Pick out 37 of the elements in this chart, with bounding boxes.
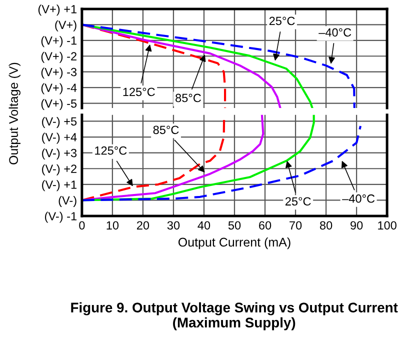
- annotation: 125°C: [95, 146, 127, 155]
- annotation: 125°C: [123, 88, 155, 96]
- y-tick-label: (V+) +1: [38, 4, 76, 16]
- x-axis-title: Output Current (mA): [178, 237, 290, 250]
- annotation: 85°C: [153, 126, 179, 134]
- y-tick-label: (V-) +2: [42, 164, 76, 176]
- annotation: 25°C: [286, 197, 311, 206]
- y-tick-label: (V+) -4: [41, 83, 77, 94]
- x-tick-label: 70: [290, 221, 302, 230]
- x-tick-label: 90: [350, 221, 363, 230]
- text: Figure 9. Output Voltage Swing vs Output Current (Maximum Supply): [71, 302, 398, 330]
- x-tick-label: 100: [378, 221, 396, 230]
- annotation: 25°C: [269, 16, 295, 26]
- y-tick-label: (V+) -2: [41, 52, 76, 63]
- y-tick-label: (V-) +3: [42, 148, 77, 160]
- y-tick-label: (V+) -1: [41, 36, 76, 48]
- y-tick-label: (V+): [55, 20, 76, 32]
- x-tick-label: 80: [320, 221, 332, 230]
- x-tick-label: 60: [259, 221, 272, 230]
- y-tick-label: (V-) -1: [45, 212, 76, 223]
- y-axis-title: Output Voltage (V): [8, 62, 20, 164]
- x-tick-label: 20: [136, 221, 150, 230]
- y-tick-label: (V+) -5: [41, 99, 77, 110]
- x-tick-label: 50: [228, 221, 241, 230]
- x-tick-label: 40: [198, 221, 210, 230]
- annotation: –40°C: [318, 28, 352, 37]
- annotation: –40°C: [342, 194, 375, 203]
- x-tick-label: 30: [167, 221, 180, 230]
- y-tick-label: (V+) -3: [41, 68, 77, 79]
- y-tick-label: (V-) +5: [42, 116, 77, 128]
- y-tick-label: (V-): [58, 196, 76, 207]
- x-tick-label: 10: [106, 221, 119, 230]
- x-tick-label: 0: [79, 221, 85, 230]
- y-tick-label: (V-) +1: [42, 180, 76, 192]
- annotation: 85°C: [176, 94, 201, 102]
- y-tick-label: (V-) +4: [42, 132, 77, 144]
- line-series: [82, 24, 356, 108]
